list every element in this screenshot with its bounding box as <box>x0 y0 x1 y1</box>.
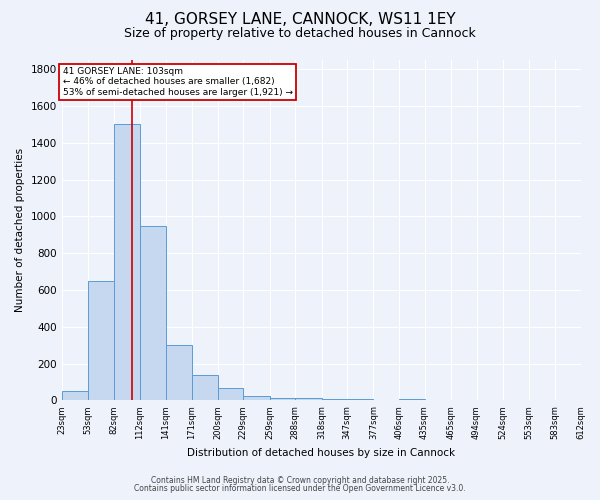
Text: Size of property relative to detached houses in Cannock: Size of property relative to detached ho… <box>124 28 476 40</box>
Bar <box>243 396 269 400</box>
Bar <box>192 376 218 400</box>
Bar <box>295 398 322 400</box>
Bar <box>113 124 140 400</box>
Bar <box>88 280 113 400</box>
Bar <box>62 391 88 400</box>
Text: Contains HM Land Registry data © Crown copyright and database right 2025.: Contains HM Land Registry data © Crown c… <box>151 476 449 485</box>
X-axis label: Distribution of detached houses by size in Cannock: Distribution of detached houses by size … <box>187 448 455 458</box>
Bar <box>218 388 243 400</box>
Bar <box>140 226 166 400</box>
Text: 41 GORSEY LANE: 103sqm
← 46% of detached houses are smaller (1,682)
53% of semi-: 41 GORSEY LANE: 103sqm ← 46% of detached… <box>62 67 293 96</box>
Text: 41, GORSEY LANE, CANNOCK, WS11 1EY: 41, GORSEY LANE, CANNOCK, WS11 1EY <box>145 12 455 28</box>
Bar <box>269 398 295 400</box>
Text: Contains public sector information licensed under the Open Government Licence v3: Contains public sector information licen… <box>134 484 466 493</box>
Y-axis label: Number of detached properties: Number of detached properties <box>15 148 25 312</box>
Bar <box>166 345 192 401</box>
